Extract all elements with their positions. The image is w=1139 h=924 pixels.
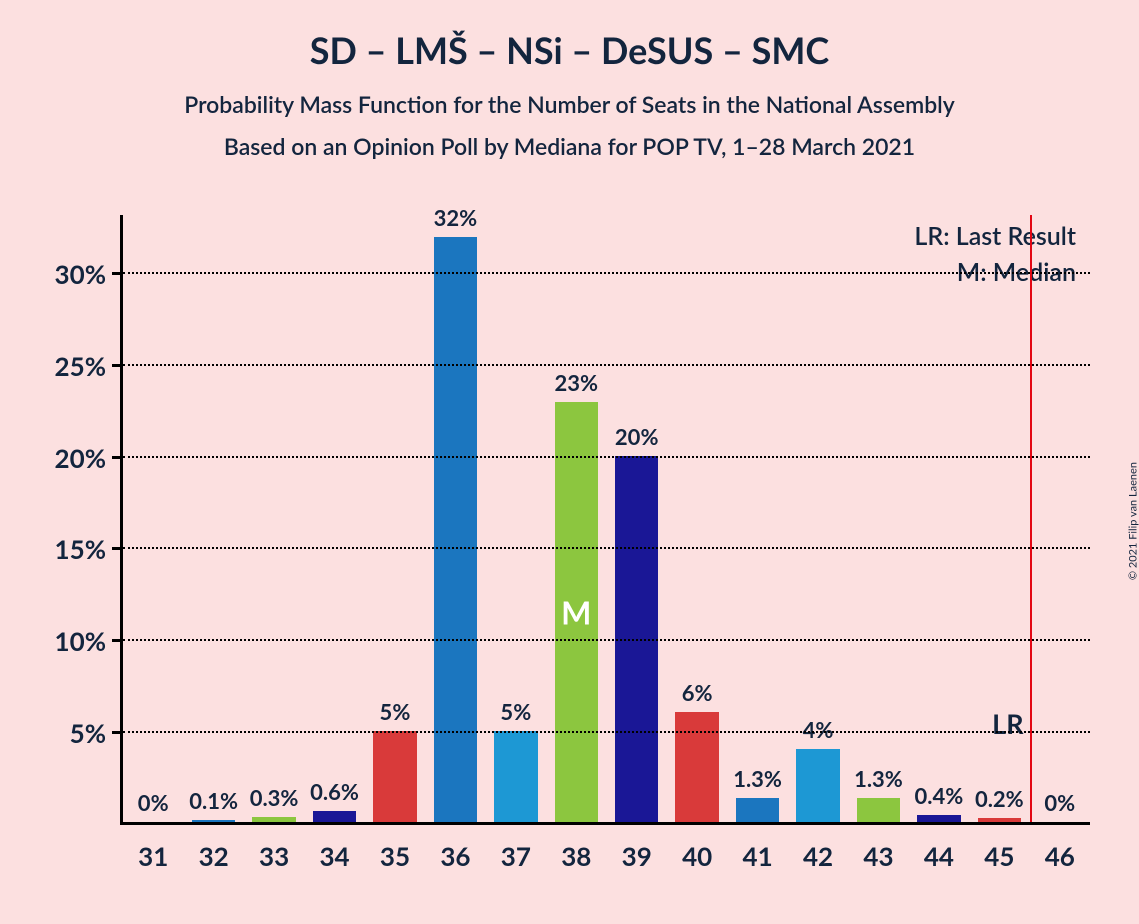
x-tick-label: 32 (199, 840, 229, 872)
bar-value-label: 23% (554, 369, 598, 396)
bar-value-label: 32% (434, 204, 478, 231)
gridline (123, 364, 1090, 366)
x-tick-label: 38 (561, 840, 591, 872)
gridline (123, 731, 1090, 733)
x-tick-label: 35 (380, 840, 410, 872)
x-tick-label: 39 (622, 840, 652, 872)
median-marker: M (561, 592, 591, 631)
x-tick-label: 45 (984, 840, 1014, 872)
x-tick-label: 40 (682, 840, 712, 872)
bar-value-label: 0.3% (250, 784, 299, 811)
x-tick-label: 43 (863, 840, 893, 872)
plot-area: 0%310.1%320.3%330.6%345%3532%365%3723%M3… (120, 215, 1090, 825)
bar: 23%M (555, 402, 599, 823)
bar: 5% (494, 731, 538, 822)
bar: 4% (796, 749, 840, 822)
bar: 0.1% (192, 820, 236, 822)
bar: 6% (675, 712, 719, 822)
y-tick-label: 15% (55, 533, 106, 565)
x-tick-label: 31 (138, 840, 168, 872)
y-tick-mark (112, 456, 120, 459)
y-tick-label: 10% (55, 625, 106, 657)
x-tick-label: 44 (924, 840, 954, 872)
y-tick-mark (112, 272, 120, 275)
bar-value-label: 0% (138, 789, 169, 816)
x-tick-label: 36 (440, 840, 470, 872)
bar-value-label: 4% (803, 716, 834, 743)
chart-area: LR: Last Result M: Median 0%310.1%320.3%… (120, 215, 1090, 825)
y-tick-mark (112, 639, 120, 642)
gridline (123, 639, 1090, 641)
bar: 5% (373, 731, 417, 822)
x-tick-label: 37 (501, 840, 531, 872)
bar-value-label: 0.4% (915, 782, 964, 809)
bar-value-label: 1.3% (854, 765, 903, 792)
bar-value-label: 0% (1044, 789, 1075, 816)
y-tick-label: 20% (55, 442, 106, 474)
gridline (123, 272, 1090, 274)
x-tick-label: 46 (1045, 840, 1075, 872)
chart-source: Based on an Opinion Poll by Mediana for … (0, 132, 1139, 160)
copyright-label: © 2021 Filip van Laenen (1127, 462, 1139, 580)
bar: 32% (434, 237, 478, 822)
bar: 0.2% (978, 818, 1022, 822)
chart-subtitle: Probability Mass Function for the Number… (0, 90, 1139, 118)
y-tick-mark (112, 364, 120, 367)
bar-value-label: 0.2% (975, 785, 1024, 812)
gridline (123, 456, 1090, 458)
bar: 1.3% (736, 798, 780, 822)
bar-value-label: 0.1% (189, 787, 238, 814)
bar-value-label: 20% (615, 423, 659, 450)
y-tick-label: 5% (70, 717, 106, 749)
x-tick-label: 42 (803, 840, 833, 872)
y-tick-label: 30% (55, 258, 106, 290)
y-tick-label: 25% (55, 350, 106, 382)
bar-value-label: 1.3% (733, 765, 782, 792)
bar-value-label: 5% (380, 698, 411, 725)
lr-label: LR (992, 707, 1023, 740)
x-tick-label: 41 (743, 840, 773, 872)
x-tick-label: 33 (259, 840, 289, 872)
y-tick-mark (112, 547, 120, 550)
gridline (123, 547, 1090, 549)
bar: 0.6% (313, 811, 357, 822)
chart-title: SD – LMŠ – NSi – DeSUS – SMC (0, 0, 1139, 72)
bar: 0.3% (252, 817, 296, 822)
bar-value-label: 6% (682, 679, 713, 706)
x-axis (120, 822, 1090, 825)
bar: 1.3% (857, 798, 901, 822)
bar-value-label: 0.6% (310, 778, 359, 805)
x-tick-label: 34 (319, 840, 349, 872)
bar: 0.4% (917, 815, 961, 822)
bar-value-label: 5% (500, 698, 531, 725)
y-tick-mark (112, 731, 120, 734)
